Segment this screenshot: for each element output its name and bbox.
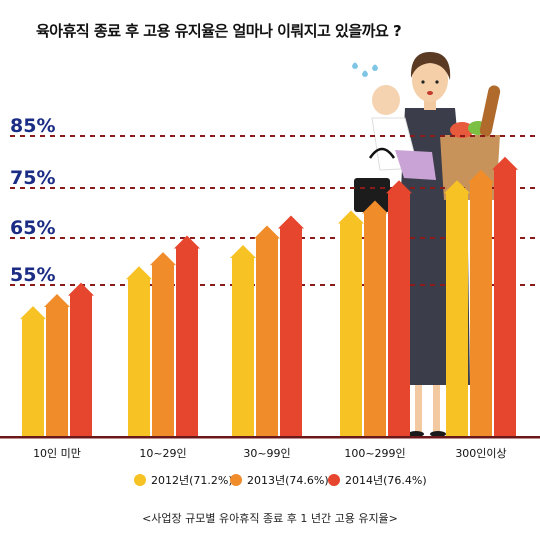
bar-1-2014 [68,282,94,436]
bar-1-2012 [20,306,46,436]
y-tick-label: 85% [10,115,55,137]
y-tick-label: 55% [10,264,55,286]
x-tick-label: 30~99인 [243,447,290,460]
x-tick-label: 300인이상 [455,447,506,460]
bar-2-2012 [126,266,152,436]
bar-4-2012 [338,210,364,436]
y-tick-label: 65% [10,217,55,239]
x-tick-label: 10~29인 [139,447,186,460]
bar-1-2013 [44,294,70,436]
legend-swatch [134,474,146,486]
legend-label: 2014년(76.4%) [345,474,427,487]
bar-3-2014 [278,215,304,436]
x-tick-label: 100~299인 [344,447,405,460]
bar-4-2014 [386,180,412,436]
legend-label: 2012년(71.2%) [151,474,233,487]
bar-3-2012 [230,245,256,436]
y-tick-label: 75% [10,167,55,189]
bar-5-2013 [468,169,494,437]
bar-2-2013 [150,252,176,436]
page-title: 육아휴직 종료 후 고용 유지율은 얼마나 이뤄지고 있을까요 ? [36,22,402,40]
legend-swatch [328,474,340,486]
x-axis-baseline [0,436,540,439]
bar-5-2014 [492,156,518,437]
x-tick-label: 10인 미만 [33,447,81,460]
bar-2-2014 [174,235,200,436]
bar-3-2013 [254,225,280,436]
bar-4-2013 [362,200,388,436]
legend-label: 2013년(74.6%) [247,474,329,487]
bar-5-2012 [444,180,470,436]
source-note: <사업장 규모별 유아휴직 종료 후 1 년간 고용 유지율> [142,512,398,525]
legend-swatch [230,474,242,486]
